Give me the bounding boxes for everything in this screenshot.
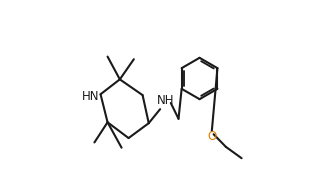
Text: HN: HN [82, 90, 100, 103]
Text: O: O [207, 130, 216, 143]
Text: NH: NH [157, 94, 175, 107]
